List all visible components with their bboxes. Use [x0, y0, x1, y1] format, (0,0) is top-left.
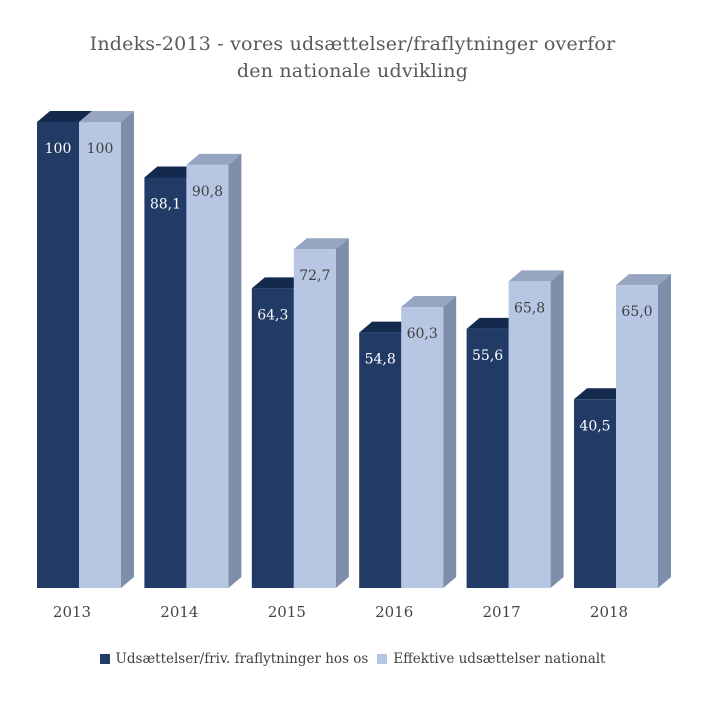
bar-top-2015-series1	[251, 277, 307, 289]
bar-value-label-2017-series2: 65,8	[514, 300, 545, 316]
bar-side-2013-series2	[121, 111, 134, 588]
bar-side-2014-series2	[228, 153, 242, 588]
legend-label-series2: Effektive udsættelser nationalt	[393, 651, 606, 667]
bar-2015-series1	[251, 288, 294, 588]
legend-swatch-series2	[377, 654, 388, 664]
bar-2013-series1	[37, 122, 79, 588]
legend-label-series1: Udsættelser/friv. fraflytninger hos os	[115, 651, 369, 667]
chart-legend: Udsættelser/friv. fraflytninger hos os E…	[0, 651, 705, 667]
bar-2018-series1	[574, 399, 616, 588]
chart-title: Indeks-2013 - vores udsættelser/fraflytn…	[0, 31, 705, 85]
bar-top-2018-series2	[616, 274, 671, 286]
legend-swatch-series1	[99, 654, 110, 664]
bar-value-label-2016-series1: 54,8	[365, 352, 396, 368]
x-axis-label-2013: 2013	[53, 603, 91, 621]
bar-value-label-2014-series2: 90,8	[192, 184, 223, 200]
legend-item-series2: Effektive udsættelser nationalt	[377, 651, 605, 667]
bar-top-2016-series2	[401, 296, 457, 308]
bar-2016-series1	[359, 332, 402, 588]
bar-side-2018-series2	[658, 274, 671, 588]
bar-value-label-2015-series2: 72,7	[299, 268, 330, 284]
x-axis-label-2014: 2014	[160, 603, 198, 621]
bar-top-2017-series2	[508, 270, 564, 282]
bar-top-2017-series1	[466, 317, 522, 329]
bar-top-2016-series1	[359, 321, 415, 333]
bar-2013-series2	[79, 122, 121, 588]
x-axis-label-2016: 2016	[375, 603, 413, 621]
chart-title-line1: Indeks-2013 - vores udsættelser/fraflytn…	[89, 33, 616, 55]
bar-2018-series2	[616, 285, 658, 588]
bar-top-2014-series2	[186, 153, 242, 165]
x-axis-label-2015: 2015	[268, 603, 306, 621]
bar-value-label-2013-series2: 100	[87, 141, 114, 157]
bar-value-label-2013-series1: 100	[45, 141, 72, 157]
bar-side-2017-series2	[550, 270, 564, 588]
bar-value-label-2018-series2: 65,0	[621, 304, 652, 320]
bar-top-2013-series1	[37, 111, 92, 122]
bar-value-label-2016-series2: 60,3	[407, 326, 438, 342]
bar-2016-series2	[401, 307, 444, 588]
bar-top-2014-series1	[144, 166, 200, 178]
bar-side-2015-series2	[335, 238, 349, 588]
bar-top-2018-series1	[574, 388, 629, 400]
bar-top-2015-series2	[293, 238, 349, 250]
bar-2014-series2	[186, 164, 229, 588]
bar-top-2013-series2	[79, 111, 134, 122]
x-axis-label-2017: 2017	[483, 603, 521, 621]
chart-title-line2: den nationale udvikling	[236, 60, 469, 82]
legend-item-series1: Udsættelser/friv. fraflytninger hos os	[99, 651, 369, 667]
bar-value-label-2014-series1: 88,1	[150, 196, 181, 212]
bar-value-label-2015-series1: 64,3	[257, 307, 288, 323]
bar-2015-series2	[293, 249, 336, 588]
bar-side-2016-series2	[443, 296, 457, 588]
bar-value-label-2017-series1: 55,6	[472, 348, 503, 364]
x-axis-label-2018: 2018	[590, 603, 628, 621]
bar-value-label-2018-series1: 40,5	[579, 418, 610, 434]
bar-2014-series1	[144, 177, 187, 589]
bar-2017-series2	[508, 281, 551, 588]
bar-2017-series1	[466, 328, 509, 588]
